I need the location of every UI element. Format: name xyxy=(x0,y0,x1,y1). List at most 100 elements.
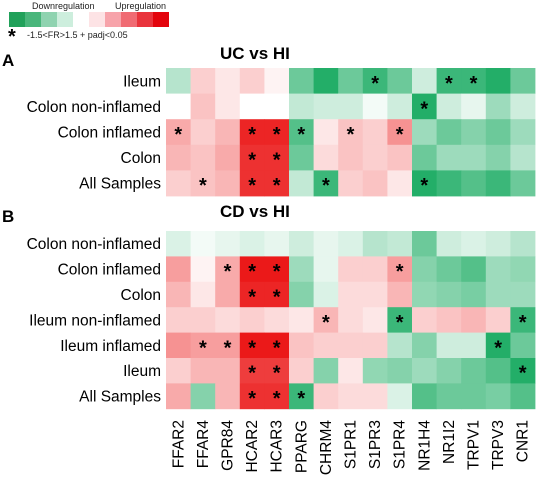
heatmap-cell xyxy=(362,332,388,359)
heatmap-cell xyxy=(485,68,511,94)
heatmap-cell xyxy=(412,358,437,384)
heatmap-cell xyxy=(289,256,314,283)
heatmap-cell xyxy=(289,231,314,257)
legend-swatch xyxy=(153,12,169,27)
significance-star: * xyxy=(248,175,256,197)
heatmap-cell xyxy=(461,144,487,171)
heatmap-cell xyxy=(166,307,191,333)
heatmap-cell xyxy=(338,256,364,283)
heatmap-cell xyxy=(166,281,191,308)
panel-b-letter: B xyxy=(2,207,14,226)
heatmap-cell xyxy=(461,358,487,384)
significance-star: * xyxy=(494,337,502,359)
heatmap-cell xyxy=(412,332,437,359)
heatmap-cell xyxy=(190,68,216,94)
heatmap-cell xyxy=(362,383,388,410)
heatmap-cell xyxy=(485,307,511,333)
heatmap-cell xyxy=(387,144,413,171)
legend-down-label: Downregulation xyxy=(32,1,95,11)
row-label: All Samples xyxy=(79,176,161,193)
heatmap-cell xyxy=(313,68,339,94)
heatmap-cell xyxy=(190,358,216,384)
legend-swatch xyxy=(105,12,121,27)
legend-up-label: Upregulation xyxy=(115,1,166,11)
heatmap-cell xyxy=(436,93,462,120)
heatmap-cell xyxy=(289,281,314,308)
column-label: HCAR2 xyxy=(244,420,261,473)
heatmap-cell xyxy=(239,332,265,359)
heatmap-cell xyxy=(190,119,216,146)
heatmap-cell xyxy=(239,144,265,171)
panel-b: B CD vs HI Colon non-inflamed Colon infla… xyxy=(2,202,536,410)
heatmap-cell xyxy=(461,383,487,410)
panel-b-heatmap: Colon non-inflamed Colon inflamed * * * * Colo… xyxy=(27,231,536,410)
heatmap-cell xyxy=(387,231,413,257)
heatmap-cell xyxy=(485,231,511,257)
row-label: Colon xyxy=(121,287,162,304)
heatmap-cell xyxy=(166,93,191,120)
heatmap-cell xyxy=(289,68,314,94)
panel-a-title: UC vs HI xyxy=(220,44,290,63)
heatmap-cell xyxy=(338,383,364,410)
column-label: S1PR1 xyxy=(343,420,360,469)
panel-a-letter: A xyxy=(2,51,14,70)
heatmap-cell xyxy=(436,231,462,257)
heatmap-cell xyxy=(362,231,388,257)
column-label: FFAR2 xyxy=(170,420,187,468)
heatmap-cell xyxy=(190,281,216,308)
heatmap-cell xyxy=(215,93,241,120)
heatmap-cell xyxy=(510,119,536,146)
significance-star: * xyxy=(248,337,256,359)
heatmap-cell xyxy=(338,119,364,146)
heatmap-cell xyxy=(510,231,536,257)
heatmap-cell xyxy=(412,307,437,333)
heatmap-cell xyxy=(461,170,487,197)
significance-star: * xyxy=(224,337,232,359)
heatmap-cell xyxy=(485,144,511,171)
heatmap-cell xyxy=(190,144,216,171)
heatmap-cell xyxy=(264,256,290,283)
heatmap-cell xyxy=(190,256,216,283)
heatmap-cell xyxy=(313,119,339,146)
heatmap-cell xyxy=(436,256,462,283)
heatmap-cell xyxy=(166,332,191,359)
heatmap-cell xyxy=(412,144,437,171)
significance-star: * xyxy=(396,124,404,146)
heatmap-cell xyxy=(387,281,413,308)
heatmap-cell xyxy=(387,332,413,359)
heatmap-cell xyxy=(461,119,487,146)
heatmap-cell xyxy=(461,93,487,120)
significance-star: * xyxy=(420,98,428,120)
legend-star-note: -1.5<FR>1.5 + padj<0.05 xyxy=(27,30,128,40)
heatmap-cell xyxy=(461,281,487,308)
heatmap-cell xyxy=(166,358,191,384)
legend-swatch xyxy=(73,12,89,27)
heatmap-cell xyxy=(215,307,241,333)
significance-star: * xyxy=(273,363,281,385)
heatmap-cell xyxy=(166,170,191,197)
heatmap-cell xyxy=(313,332,339,359)
heatmap-cell xyxy=(166,119,191,146)
significance-star: * xyxy=(371,73,379,95)
heatmap-cell xyxy=(412,93,437,120)
significance-star: * xyxy=(322,312,330,334)
heatmap-cell xyxy=(313,383,339,410)
heatmap-cell xyxy=(461,68,487,94)
heatmap-cell xyxy=(510,93,536,120)
significance-star: * xyxy=(273,150,281,172)
legend-color-scale xyxy=(9,12,169,27)
heatmap-cell xyxy=(239,281,265,308)
heatmap-cell xyxy=(362,119,388,146)
significance-star: * xyxy=(297,124,305,146)
heatmap-cell xyxy=(289,358,314,384)
significance-star: * xyxy=(248,124,256,146)
significance-star: * xyxy=(248,150,256,172)
heatmap-cell xyxy=(436,383,462,410)
heatmap-cell xyxy=(239,231,265,257)
heatmap-cell xyxy=(412,281,437,308)
heatmap-cell xyxy=(436,281,462,308)
heatmap-cell xyxy=(387,256,413,283)
legend-star-symbol: * xyxy=(8,26,16,48)
heatmap-cell xyxy=(215,231,241,257)
